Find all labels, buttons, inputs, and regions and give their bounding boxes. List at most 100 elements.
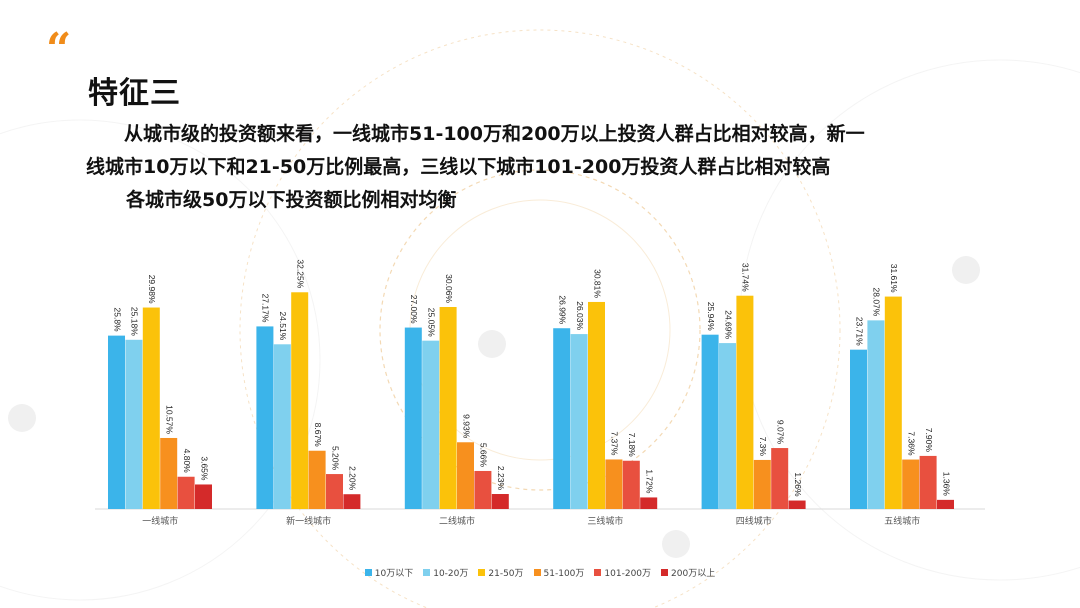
bar (570, 334, 588, 509)
data-label: 7.36% (906, 431, 916, 456)
bar (491, 494, 509, 509)
legend-item: 200万以上 (661, 566, 715, 579)
data-label: 25.18% (130, 307, 140, 336)
data-label: 2.23% (496, 466, 506, 491)
legend-label: 51-100万 (543, 569, 585, 579)
data-label: 25.94% (706, 302, 716, 331)
bar (622, 460, 640, 509)
legend-item: 21-50万 (478, 566, 524, 579)
bar (108, 335, 125, 509)
data-label: 25.05% (426, 308, 436, 337)
bar (753, 459, 771, 509)
bar (919, 455, 937, 509)
data-label: 9.07% (775, 420, 785, 445)
legend-item: 51-100万 (533, 566, 585, 579)
chart-legend: 10万以下 10-20万 21-50万 51-100万 101-200万 200万以上 (0, 566, 1080, 579)
bar (474, 470, 492, 509)
bar (291, 292, 309, 509)
data-label: 25.8% (112, 308, 122, 333)
bar (788, 500, 806, 509)
category-label: 新一线城市 (286, 515, 331, 527)
data-label: 7.18% (627, 433, 637, 458)
bar (195, 484, 212, 509)
description-text: 从城市级的投资额来看，一线城市51-100万和200万以上投资人群占比相对较高，… (86, 118, 1008, 217)
data-label: 3.65% (199, 456, 209, 481)
bar (850, 349, 867, 509)
data-label: 30.81% (592, 269, 602, 298)
bar (605, 459, 623, 509)
bar (177, 476, 195, 509)
category-label: 二线城市 (439, 515, 475, 527)
data-label: 1.26% (793, 472, 803, 497)
legend-swatch (478, 569, 486, 576)
quote-mark: “ (46, 24, 72, 75)
bar (884, 296, 902, 509)
bar (142, 307, 160, 509)
data-label: 28.07% (872, 288, 882, 317)
description-line: 从城市级的投资额来看，一线城市51-100万和200万以上投资人群占比相对较高，… (124, 123, 865, 145)
bar (273, 344, 291, 509)
category-label: 四线城市 (736, 515, 772, 527)
category-label: 一线城市 (142, 515, 178, 527)
data-label: 32.25% (295, 259, 305, 288)
legend-swatch (661, 569, 669, 576)
bar (422, 340, 440, 509)
data-label: 31.74% (741, 263, 751, 292)
legend-swatch (364, 569, 372, 576)
bar (902, 459, 920, 509)
data-label: 26.03% (575, 301, 585, 330)
legend-item: 10-20万 (423, 566, 468, 579)
legend-item: 10万以下 (364, 566, 414, 579)
bar (588, 301, 605, 509)
bar (867, 320, 885, 509)
bar (125, 339, 143, 509)
data-label: 8.67% (313, 423, 323, 448)
legend-label: 200万以上 (671, 569, 716, 579)
data-label: 1.72% (644, 469, 654, 494)
legend-label: 10万以下 (374, 569, 414, 579)
data-label: 30.06% (444, 274, 454, 303)
slide-title: 特征三 (88, 76, 181, 111)
data-label: 2.20% (348, 466, 358, 491)
bar (701, 334, 719, 509)
bar (736, 295, 754, 509)
data-label: 7.90% (924, 428, 934, 453)
bar (308, 450, 326, 509)
data-label: 7.3% (758, 437, 768, 457)
data-label: 4.80% (182, 449, 192, 474)
bar (256, 326, 274, 509)
data-label: 5.66% (479, 443, 489, 468)
bar (457, 442, 474, 509)
bar (343, 494, 361, 509)
data-label: 27.17% (261, 294, 271, 323)
legend-swatch (594, 569, 602, 576)
data-label: 7.37% (610, 431, 620, 456)
legend-label: 101-200万 (604, 569, 652, 579)
legend-label: 21-50万 (488, 569, 524, 579)
bar (160, 437, 178, 509)
data-label: 26.99% (557, 295, 567, 324)
data-label: 5.20% (330, 446, 340, 471)
bar (439, 306, 457, 509)
description-line: 线城市10万以下和21-50万比例最高，三线以下城市101-200万投资人群占比… (86, 156, 831, 178)
legend-label: 10-20万 (433, 569, 469, 579)
data-label: 9.93% (461, 414, 471, 439)
bar (326, 474, 343, 509)
bar (553, 328, 571, 509)
data-label: 1.36% (941, 472, 951, 497)
bar (404, 327, 422, 509)
legend-swatch (423, 569, 431, 576)
bar (640, 497, 658, 509)
data-label: 24.69% (723, 310, 733, 339)
data-label: 27.00% (409, 295, 419, 324)
bar (719, 343, 736, 509)
description-line: 各城市级50万以下投资额比例相对均衡 (126, 189, 457, 211)
data-label: 10.57% (164, 405, 174, 434)
bar (937, 499, 954, 509)
data-label: 23.71% (854, 317, 864, 346)
legend-swatch (533, 569, 541, 576)
legend-item: 101-200万 (594, 566, 651, 579)
data-label: 31.61% (889, 264, 899, 293)
bar (771, 448, 789, 509)
